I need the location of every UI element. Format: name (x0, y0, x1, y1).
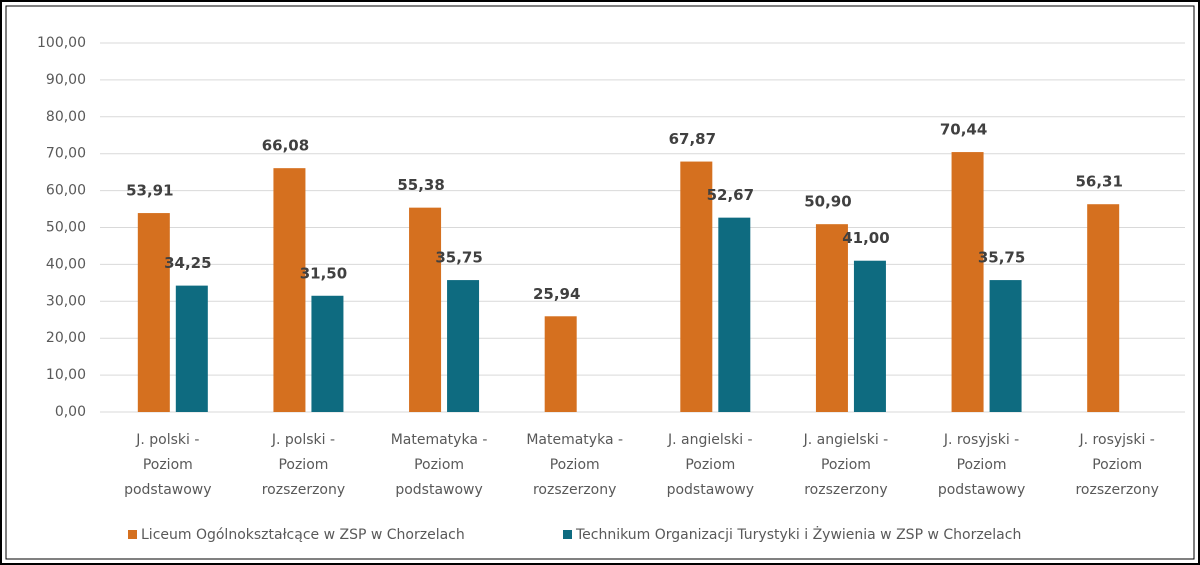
x-tick-label: Poziom (550, 457, 600, 473)
x-tick-label: Poziom (414, 457, 464, 473)
y-tick-label: 40,00 (46, 256, 86, 272)
value-label: 70,44 (940, 121, 987, 139)
bar (447, 280, 480, 412)
x-tick-label: rozszerzony (804, 482, 887, 498)
bar (718, 217, 751, 412)
legend-label: Liceum Ogólnokształcące w ZSP w Chorzela… (141, 527, 465, 543)
y-tick-label: 90,00 (46, 72, 86, 88)
x-tick-label: Poziom (143, 457, 193, 473)
value-label: 31,50 (300, 264, 347, 282)
bar (989, 280, 1022, 412)
legend-swatch (128, 530, 137, 539)
bar (815, 224, 848, 412)
x-tick-label: rozszerzony (1075, 482, 1158, 498)
bar (175, 285, 208, 412)
legend-label: Technikum Organizacji Turystyki i Żywien… (575, 525, 1021, 543)
bar (311, 295, 344, 412)
x-tick-label: J. polski - (271, 432, 335, 448)
value-label: 35,75 (435, 249, 482, 267)
y-tick-label: 0,00 (55, 404, 86, 420)
y-tick-label: 30,00 (46, 293, 86, 309)
value-label: 41,00 (842, 229, 889, 247)
x-tick-label: J. rosyjski - (1079, 432, 1155, 448)
value-label: 56,31 (1075, 173, 1122, 191)
value-label: 35,75 (978, 249, 1025, 267)
x-tick-label: J. angielski - (803, 432, 889, 448)
legend-swatch (563, 530, 572, 539)
y-tick-label: 70,00 (46, 146, 86, 162)
x-tick-label: Poziom (685, 457, 735, 473)
y-tick-label: 50,00 (46, 220, 86, 236)
frame-inner (5, 5, 1195, 560)
x-tick-label: Poziom (1092, 457, 1142, 473)
bar (544, 316, 577, 412)
bar (1087, 204, 1120, 412)
x-tick-label: podstawowy (124, 482, 211, 498)
bar (273, 168, 306, 412)
bar (951, 152, 984, 412)
value-label: 50,90 (804, 193, 851, 211)
x-tick-label: podstawowy (938, 482, 1025, 498)
y-tick-label: 10,00 (46, 367, 86, 383)
bar (409, 207, 442, 412)
value-label: 34,25 (164, 254, 211, 272)
x-tick-label: podstawowy (667, 482, 754, 498)
bar (853, 260, 886, 412)
value-label: 66,08 (262, 137, 309, 155)
x-tick-label: Matematyka - (391, 432, 488, 448)
bar (137, 213, 170, 412)
y-tick-label: 100,00 (37, 35, 86, 51)
y-tick-label: 20,00 (46, 330, 86, 346)
value-label: 25,94 (533, 285, 580, 303)
value-label: 52,67 (707, 186, 754, 204)
x-tick-label: J. angielski - (667, 432, 753, 448)
x-tick-label: Poziom (957, 457, 1007, 473)
bar (680, 161, 713, 412)
x-tick-label: podstawowy (395, 482, 482, 498)
x-tick-label: Matematyka - (526, 432, 623, 448)
x-tick-label: rozszerzony (533, 482, 616, 498)
x-tick-label: J. rosyjski - (943, 432, 1019, 448)
value-label: 55,38 (397, 176, 444, 194)
x-tick-label: J. polski - (135, 432, 199, 448)
y-tick-label: 80,00 (46, 109, 86, 125)
x-tick-label: rozszerzony (262, 482, 345, 498)
value-label: 67,87 (669, 130, 716, 148)
y-tick-label: 60,00 (46, 183, 86, 199)
x-tick-label: Poziom (821, 457, 871, 473)
value-label: 53,91 (126, 182, 173, 200)
x-tick-label: Poziom (278, 457, 328, 473)
